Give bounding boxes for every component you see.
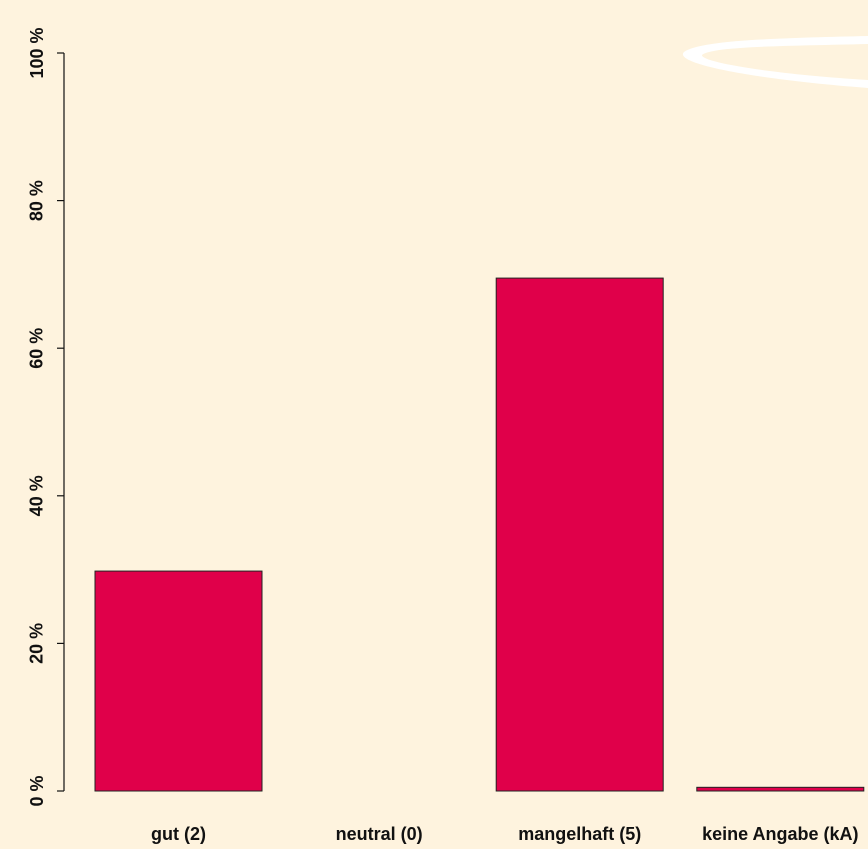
y-tick-label: 20 % — [27, 623, 47, 664]
bar — [495, 277, 664, 792]
x-tick-label: keine Angabe (kA) — [702, 824, 858, 844]
y-tick-label: 100 % — [27, 27, 47, 78]
bar — [696, 786, 865, 792]
bar — [94, 570, 263, 792]
x-tick-label: neutral (0) — [336, 824, 423, 844]
y-tick-label: 40 % — [27, 475, 47, 516]
decoration — [682, 36, 868, 88]
y-tick-label: 80 % — [27, 180, 47, 221]
x-tick-label: gut (2) — [151, 824, 206, 844]
y-tick-label: 0 % — [27, 775, 47, 806]
x-tick-label: mangelhaft (5) — [518, 824, 641, 844]
y-tick-label: 60 % — [27, 328, 47, 369]
